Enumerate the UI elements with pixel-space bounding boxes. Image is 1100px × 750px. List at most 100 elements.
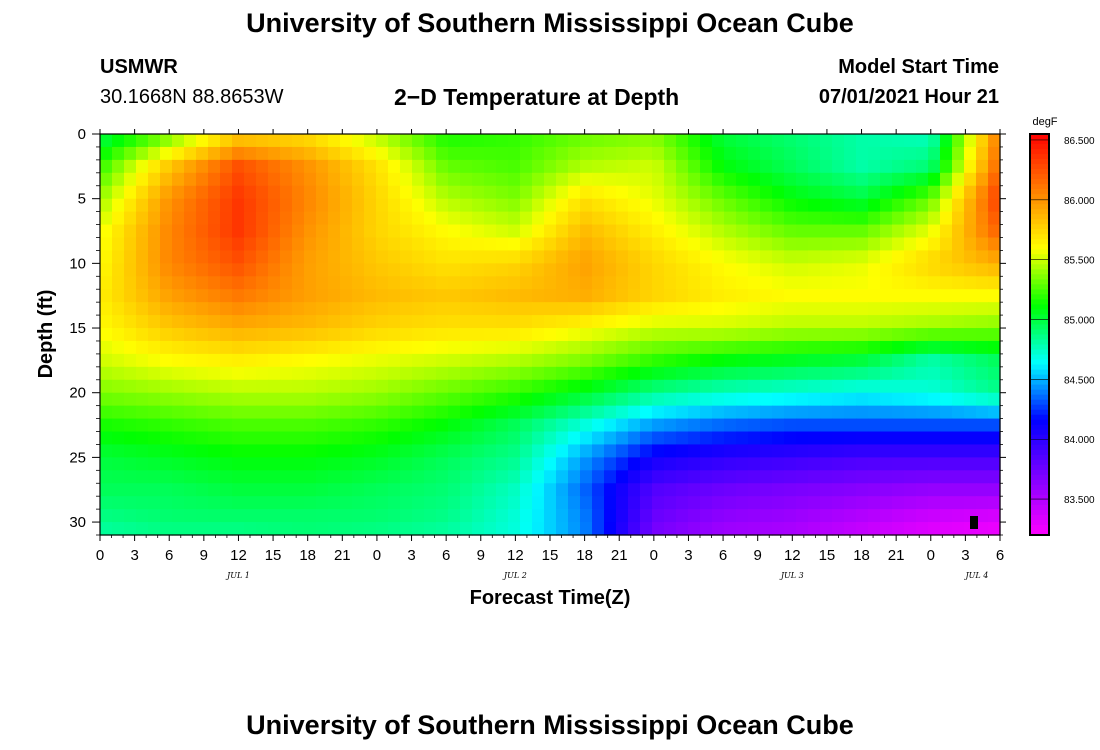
heatmap-cell bbox=[388, 431, 401, 446]
heatmap-cell bbox=[616, 134, 629, 148]
heatmap-cell bbox=[772, 444, 785, 458]
heatmap-cell bbox=[364, 315, 377, 329]
heatmap-cell bbox=[376, 185, 389, 200]
heatmap-cell bbox=[124, 198, 137, 213]
heatmap-cell bbox=[688, 405, 701, 420]
heatmap-cell bbox=[868, 483, 881, 497]
heatmap-cell bbox=[724, 522, 737, 536]
heatmap-cell bbox=[340, 366, 353, 381]
heatmap-cell bbox=[904, 211, 917, 226]
heatmap-cell bbox=[364, 237, 377, 252]
heatmap-cell bbox=[808, 444, 821, 458]
heatmap-cell bbox=[496, 509, 509, 523]
heatmap-cell bbox=[568, 302, 581, 316]
heatmap-cell bbox=[916, 457, 929, 471]
heatmap-cell bbox=[748, 146, 761, 161]
heatmap-cell bbox=[976, 159, 989, 174]
heatmap-cell bbox=[676, 392, 689, 407]
heatmap-cell bbox=[100, 444, 113, 458]
heatmap-cell bbox=[700, 418, 713, 433]
heatmap-cell bbox=[568, 185, 581, 200]
heatmap-cell bbox=[580, 289, 593, 303]
heatmap-cell bbox=[304, 496, 317, 510]
heatmap-cell bbox=[472, 302, 485, 316]
heatmap-cell bbox=[856, 172, 869, 187]
heatmap-cell bbox=[808, 159, 821, 174]
heatmap-cell bbox=[304, 509, 317, 523]
heatmap-cell bbox=[100, 198, 113, 213]
heatmap-cell bbox=[772, 146, 785, 161]
heatmap-cell bbox=[472, 328, 485, 342]
heatmap-cell bbox=[112, 159, 125, 174]
heatmap-cell bbox=[136, 444, 149, 458]
heatmap-cell bbox=[964, 211, 977, 226]
heatmap-cell bbox=[568, 522, 581, 536]
heatmap-cell bbox=[736, 315, 749, 329]
x-tick-label: 15 bbox=[819, 547, 836, 564]
heatmap-cell bbox=[160, 405, 173, 420]
heatmap-cell bbox=[832, 483, 845, 497]
heatmap-cell bbox=[472, 457, 485, 471]
heatmap-cell bbox=[760, 302, 773, 316]
colorbar-tick-label: 84.000 bbox=[1064, 435, 1095, 446]
heatmap-cell bbox=[304, 353, 317, 368]
heatmap-cell bbox=[628, 509, 641, 523]
heatmap-cell bbox=[856, 444, 869, 458]
heatmap-cell bbox=[112, 315, 125, 329]
heatmap-cell bbox=[328, 289, 341, 303]
heatmap-cell bbox=[424, 276, 437, 290]
heatmap-cell bbox=[400, 496, 413, 510]
heatmap-cell bbox=[196, 431, 209, 446]
heatmap-cell bbox=[544, 340, 557, 355]
heatmap-cell bbox=[112, 172, 125, 187]
heatmap-cell bbox=[532, 496, 545, 510]
heatmap-cell bbox=[652, 366, 665, 381]
heatmap-cell bbox=[736, 366, 749, 381]
heatmap-cell bbox=[232, 509, 245, 523]
heatmap-cell bbox=[436, 418, 449, 433]
heatmap-cell bbox=[520, 340, 533, 355]
heatmap-cell bbox=[232, 237, 245, 252]
colorbar-segment bbox=[1030, 154, 1049, 160]
heatmap-cell bbox=[208, 379, 221, 394]
heatmap-cell bbox=[928, 353, 941, 368]
heatmap-cell bbox=[448, 509, 461, 523]
heatmap-cell bbox=[184, 392, 197, 407]
heatmap-cell bbox=[760, 172, 773, 187]
heatmap-cell bbox=[952, 198, 965, 213]
heatmap-cell bbox=[124, 392, 137, 407]
heatmap-cell bbox=[508, 172, 521, 187]
y-tick-label: 20 bbox=[69, 385, 86, 402]
heatmap-cell bbox=[556, 211, 569, 226]
heatmap-cell bbox=[328, 444, 341, 458]
heatmap-cell bbox=[664, 353, 677, 368]
heatmap-cell bbox=[952, 418, 965, 433]
heatmap-cell bbox=[316, 431, 329, 446]
heatmap-cell bbox=[916, 340, 929, 355]
heatmap-cell bbox=[928, 237, 941, 252]
heatmap-cell bbox=[292, 405, 305, 420]
heatmap-cell bbox=[340, 522, 353, 536]
heatmap-cell bbox=[424, 289, 437, 303]
heatmap-cell bbox=[904, 172, 917, 187]
heatmap-cell bbox=[484, 263, 497, 277]
heatmap-cell bbox=[988, 185, 1001, 200]
heatmap-cell bbox=[160, 379, 173, 394]
colorbar-segment bbox=[1030, 409, 1049, 416]
heatmap-cell bbox=[388, 366, 401, 381]
heatmap-cell bbox=[124, 315, 137, 329]
heatmap-cell bbox=[316, 470, 329, 484]
heatmap-cell bbox=[232, 328, 245, 342]
heatmap-cell bbox=[880, 302, 893, 316]
heatmap-cell bbox=[280, 172, 293, 187]
heatmap-cell bbox=[208, 509, 221, 523]
heatmap-cell bbox=[772, 224, 785, 239]
heatmap-cell bbox=[904, 159, 917, 174]
heatmap-cell bbox=[112, 418, 125, 433]
heatmap-cell bbox=[988, 224, 1001, 239]
heatmap-cell bbox=[328, 276, 341, 290]
heatmap-cell bbox=[592, 289, 605, 303]
heatmap-cell bbox=[532, 431, 545, 446]
heatmap-cell bbox=[496, 276, 509, 290]
heatmap-cell bbox=[400, 392, 413, 407]
